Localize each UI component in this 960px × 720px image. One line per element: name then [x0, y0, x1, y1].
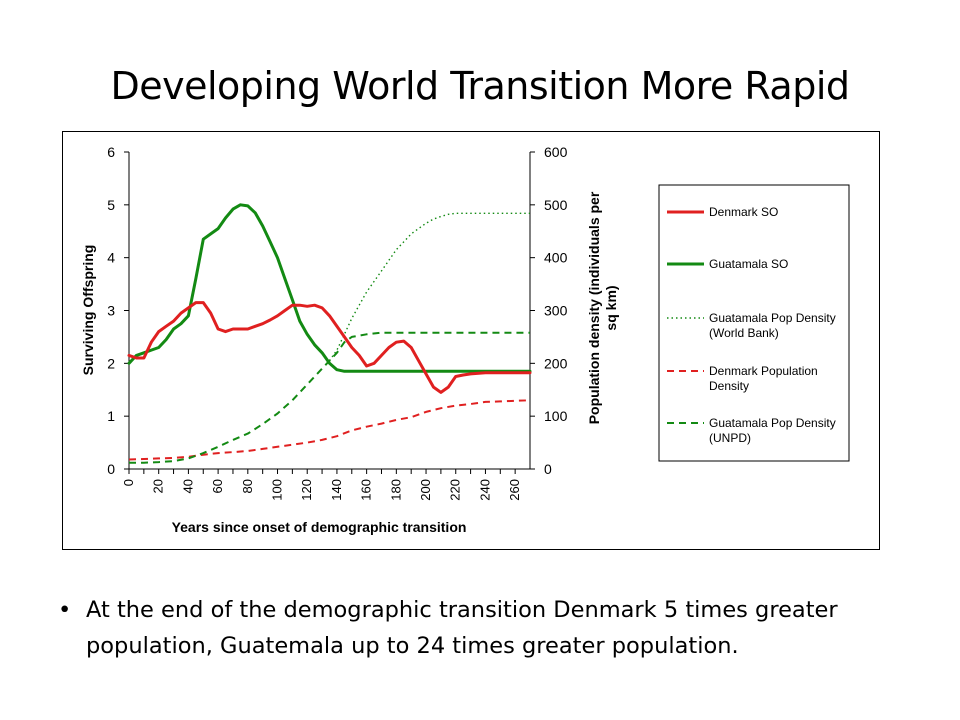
- x-tick-label: 140: [329, 479, 344, 501]
- y-axis-label: Surviving Offspring: [80, 245, 96, 376]
- x-tick-label: 160: [359, 479, 374, 501]
- legend-label: Denmark SO: [709, 205, 778, 219]
- slide-title: Developing World Transition More Rapid: [110, 64, 850, 108]
- x-tick-label: 0: [121, 479, 136, 486]
- y-tick-label: 4: [107, 250, 115, 266]
- x-axis-label: Years since onset of demographic transit…: [172, 519, 467, 535]
- y-tick-label: 6: [107, 144, 115, 160]
- bullet-point: • At the end of the demographic transiti…: [58, 592, 902, 664]
- x-tick-label: 20: [151, 479, 166, 493]
- x-tick-label: 180: [388, 479, 403, 501]
- legend-label: Guatamala Pop Density (UNPD): [709, 416, 836, 445]
- y2-tick-label: 200: [544, 355, 568, 371]
- legend-box: [658, 184, 850, 462]
- x-tick-label: 40: [180, 479, 195, 493]
- bullet-marker: •: [58, 597, 72, 623]
- series-line-guatamala-pop-density-unpd-: [129, 331, 530, 464]
- y-tick-label: 1: [107, 408, 115, 424]
- chart-frame: 0 1 2 3 4 5 6 0 100 200 300 400 500 600 0 20 40 60 80 100 12…: [62, 131, 880, 550]
- y2-tick-label: 0: [544, 461, 552, 477]
- x-tick-label: 60: [210, 479, 225, 493]
- y-tick-label: 3: [107, 303, 115, 319]
- x-tick-label: 240: [477, 479, 492, 501]
- y2-tick-label: 100: [544, 408, 568, 424]
- series-line-guatamala-so: [127, 203, 532, 373]
- x-tick-label: 120: [299, 479, 314, 501]
- x-tick-label: 100: [270, 479, 285, 501]
- x-tick-label: 200: [418, 479, 433, 501]
- y2-tick-label: 600: [544, 144, 568, 160]
- x-tick-label: 260: [507, 479, 522, 501]
- x-tick-label: 220: [448, 479, 463, 501]
- y2-axis-label: Population density (individuals persq km…: [586, 191, 619, 424]
- series-line-denmark-population-density: [128, 399, 531, 461]
- series-line-denmark-so: [127, 301, 532, 394]
- legend-label: Guatamala SO: [709, 257, 788, 271]
- y-tick-label: 2: [107, 355, 115, 371]
- legend-label: Denmark Population Density: [709, 364, 818, 393]
- y2-tick-label: 400: [544, 250, 568, 266]
- y2-tick-label: 300: [544, 303, 568, 319]
- x-tick-label: 80: [240, 479, 255, 493]
- y2-tick-label: 500: [544, 197, 568, 213]
- legend-label: Guatamala Pop Density (World Bank): [709, 311, 836, 340]
- y-tick-label: 5: [107, 197, 115, 213]
- bullet-text: At the end of the demographic transition…: [86, 597, 838, 659]
- series-line-guatamala-pop-density-world-bank-: [328, 212, 530, 362]
- y-tick-label: 0: [107, 461, 115, 477]
